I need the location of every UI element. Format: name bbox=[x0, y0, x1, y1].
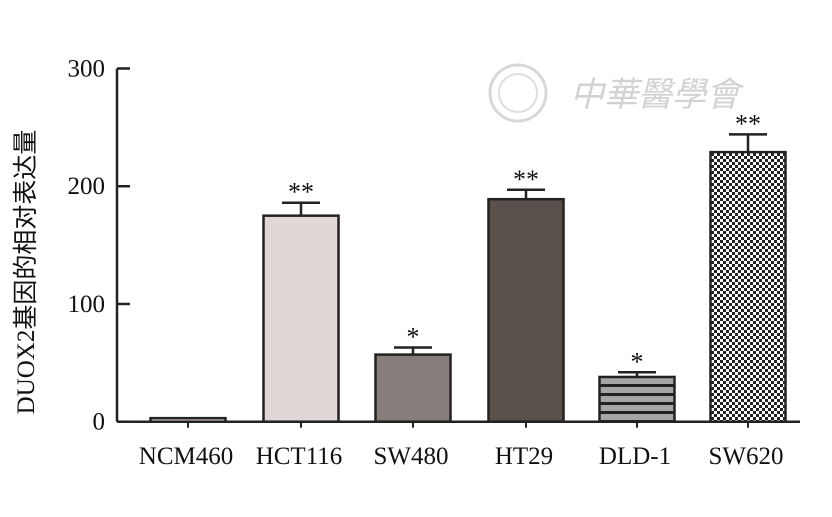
x-tick-label: DLD-1 bbox=[599, 443, 671, 470]
x-tick-label: NCM460 bbox=[139, 443, 233, 470]
bar-dld-1 bbox=[598, 375, 676, 423]
bar-ncm460 bbox=[149, 416, 227, 423]
significance-marker: * bbox=[631, 347, 644, 376]
bar-sw480 bbox=[374, 353, 452, 423]
bar-sw620 bbox=[709, 150, 787, 423]
y-axis-label: DUOX2基因的相对表达量 bbox=[12, 130, 40, 415]
y-tick-label: 0 bbox=[93, 409, 106, 436]
x-tick-label: HT29 bbox=[495, 443, 553, 470]
significance-marker: * bbox=[407, 323, 420, 352]
significance-marker: ** bbox=[735, 109, 761, 138]
x-tick-label: HCT116 bbox=[256, 443, 343, 470]
bar-ht29 bbox=[487, 197, 565, 423]
bar-hct116 bbox=[262, 214, 340, 423]
watermark-text: 中華醫學會 bbox=[570, 77, 745, 114]
watermark: 中華醫學會 bbox=[488, 63, 745, 123]
x-tick-label: SW620 bbox=[709, 443, 784, 470]
significance-marker: ** bbox=[288, 178, 314, 207]
y-tick-label: 300 bbox=[68, 56, 106, 83]
x-tick-label: SW480 bbox=[374, 443, 449, 470]
y-tick-label: 200 bbox=[68, 173, 106, 200]
y-tick-label: 100 bbox=[68, 291, 106, 318]
significance-marker: ** bbox=[513, 165, 539, 194]
